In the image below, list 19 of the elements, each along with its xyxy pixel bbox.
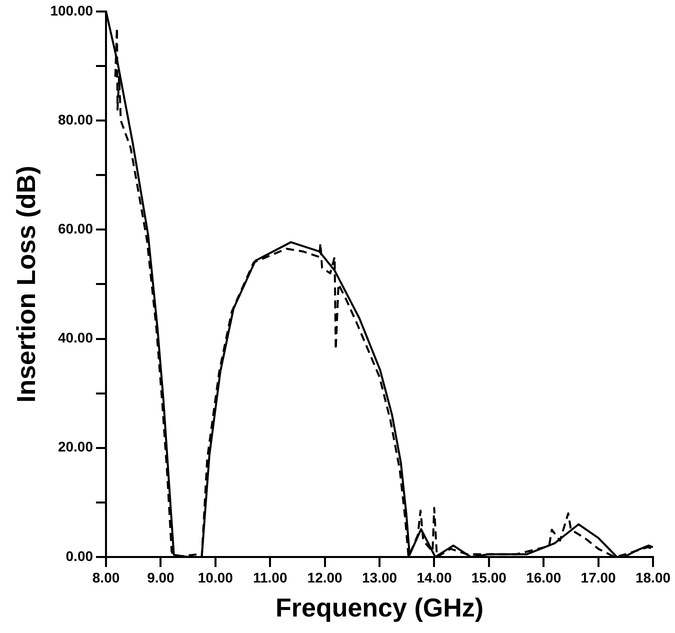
x-tick-label: 15.00 <box>471 569 507 586</box>
x-tick-label: 12.00 <box>307 569 343 586</box>
y-tick-label: 60.00 <box>58 220 94 236</box>
y-tick-label: 80.00 <box>58 111 94 128</box>
x-tick-label: 8.00 <box>92 569 120 586</box>
x-tick-label: 16.00 <box>526 569 562 586</box>
x-tick-label: 10.00 <box>198 569 234 586</box>
y-tick-label: 0.00 <box>66 548 94 564</box>
x-tick-label: 14.00 <box>416 569 452 586</box>
y-tick-label: 20.00 <box>58 438 94 455</box>
x-tick-label: 18.00 <box>635 569 671 586</box>
x-tick-label: 9.00 <box>147 569 175 586</box>
x-tick-label: 13.00 <box>362 569 398 586</box>
x-tick-label: 17.00 <box>580 569 616 586</box>
y-tick-label: 40.00 <box>58 330 94 346</box>
y-axis-title: Insertion Loss (dB) <box>10 166 41 403</box>
x-tick-label: 11.00 <box>252 569 288 586</box>
x-axis-title: Frequency (GHz) <box>275 592 484 623</box>
y-tick-label: 100.00 <box>50 2 94 18</box>
